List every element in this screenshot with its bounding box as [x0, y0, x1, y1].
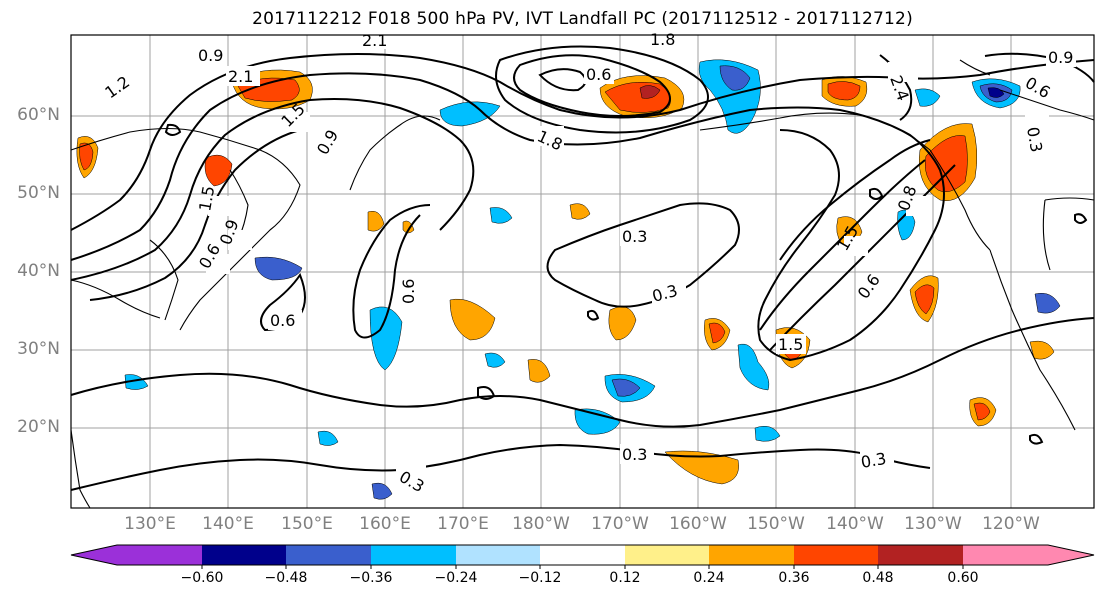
figure-title: 2017112212 F018 500 hPa PV, IVT Landfall…	[252, 9, 913, 29]
shade-positive	[914, 284, 935, 315]
contour-label: 1.8	[650, 30, 675, 49]
shade-negative	[754, 426, 781, 442]
contour-label: 0.9	[1048, 48, 1073, 67]
contour-label: 0.9	[198, 46, 223, 65]
shade-negative	[574, 408, 621, 435]
shade-positive	[402, 220, 415, 234]
contour-label: 0.3	[622, 227, 647, 246]
lon-label: 160°E	[359, 514, 411, 534]
colorbar-segment	[878, 545, 964, 565]
lat-label: 20°N	[17, 417, 60, 437]
colorbar-segment	[286, 545, 372, 565]
colorbar-tick-label: −0.12	[518, 570, 562, 586]
colorbar-tick-label: 0.12	[609, 570, 641, 586]
lon-label: 170°W	[591, 514, 649, 534]
colorbar-segment	[117, 545, 203, 565]
colorbar-tick-label: 0.36	[778, 570, 810, 586]
lon-label: 140°W	[826, 514, 884, 534]
shade-negative	[317, 430, 339, 446]
shade-positive	[449, 298, 496, 341]
contour-label: 2.1	[228, 67, 253, 86]
lat-label: 50°N	[17, 183, 60, 203]
colorbar-tick-label: −0.48	[264, 570, 308, 586]
shade-positive	[367, 211, 385, 232]
shade-positive	[827, 81, 861, 101]
colorbar-segment	[371, 545, 457, 565]
shade-negative	[254, 256, 303, 281]
shade-negative	[489, 207, 513, 224]
shade-negative	[914, 88, 941, 107]
contour-label: 0.6	[399, 279, 418, 304]
lon-label: 170°E	[437, 514, 489, 534]
colorbar-segment	[709, 545, 795, 565]
contour-label: 2.1	[362, 31, 387, 50]
colorbar-tick-label: 0.24	[693, 570, 725, 586]
shade-positive	[973, 402, 991, 421]
lat-label: 60°N	[17, 105, 60, 125]
lon-label: 140°E	[202, 514, 254, 534]
contour-label: 0.3	[622, 445, 647, 464]
colorbar-segment	[625, 545, 710, 565]
colorbar-tick-label: −0.60	[180, 570, 224, 586]
shade-negative	[124, 374, 149, 390]
lon-label: 130°E	[124, 514, 176, 534]
lon-label: 180°W	[512, 514, 570, 534]
contour-label: 0.3	[859, 449, 887, 472]
lon-label: 150°E	[281, 514, 333, 534]
colorbar-extend-low	[71, 545, 118, 565]
shade-negative	[719, 65, 751, 91]
colorbar-segment	[540, 545, 626, 565]
colorbar-segment	[963, 545, 1049, 565]
shade-positive	[664, 450, 739, 485]
contour-label: 0.6	[270, 311, 295, 330]
colorbar-tick-label: 0.48	[862, 570, 894, 586]
lat-label: 30°N	[17, 339, 60, 359]
colorbar-segment	[456, 545, 541, 565]
colorbar-tick-label: 0.60	[947, 570, 979, 586]
lon-label: 150°W	[747, 514, 805, 534]
contour-label: 1.5	[778, 335, 803, 354]
lon-label: 120°W	[982, 514, 1040, 534]
colorbar-tick-label: −0.24	[434, 570, 478, 586]
contour-label: 0.6	[586, 65, 611, 84]
shade-positive	[639, 85, 661, 99]
shade-positive	[527, 359, 551, 383]
lat-label: 40°N	[17, 261, 60, 281]
colorbar-segment	[794, 545, 879, 565]
lon-label: 130°W	[904, 514, 962, 534]
shade-negative	[1034, 293, 1061, 314]
colorbar-tick-label: −0.36	[349, 570, 393, 586]
colorbar-extend-high	[1048, 545, 1094, 565]
lon-label: 160°W	[669, 514, 727, 534]
shaded-anomalies	[76, 59, 1061, 500]
contour-label: 1.5	[195, 184, 218, 212]
map-border	[70, 34, 1095, 509]
colorbar	[70, 544, 1095, 569]
contour-label-group: 0.9 2.1 1.8 1.2 2.1 0.6 2.4 0.9 0.6 0.3 …	[101, 30, 1076, 496]
shade-negative	[611, 378, 641, 397]
shade-negative	[371, 482, 393, 500]
shade-positive	[708, 322, 726, 344]
contour-label: 0.3	[1023, 125, 1046, 153]
shade-negative	[484, 352, 506, 368]
colorbar-segment	[202, 545, 287, 565]
shade-positive	[204, 154, 233, 187]
shade-positive	[1029, 340, 1055, 360]
shade-negative	[737, 343, 770, 391]
shade-positive	[925, 135, 968, 192]
shade-positive	[569, 203, 591, 220]
